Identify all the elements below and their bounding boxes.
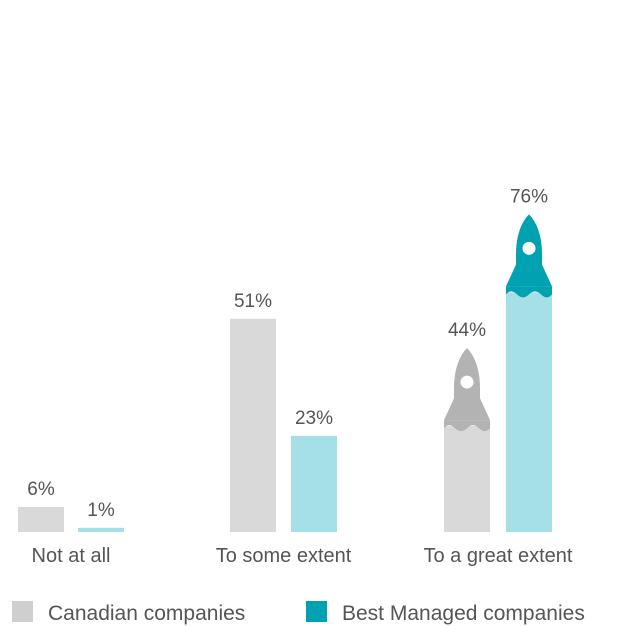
value-label: 44% — [448, 320, 486, 341]
rocket-fin-left — [444, 396, 455, 421]
value-label: 23% — [295, 408, 333, 429]
value-label: 76% — [510, 186, 548, 207]
bar-canadian-companies-to-a-great-extent — [444, 426, 490, 532]
rocket-icon — [444, 348, 490, 432]
value-label: 51% — [234, 291, 272, 312]
bar-best-managed-companies-to-a-great-extent — [506, 292, 552, 532]
value-labels-layer: 6% 1% 51% 23% 44% 76% — [27, 186, 548, 521]
bars-layer — [18, 292, 552, 532]
rocket-flame — [506, 286, 552, 298]
category-label-to-a-great-extent: To a great extent — [424, 545, 573, 567]
category-labels-layer: Not at all To some extent To a great exten… — [32, 545, 573, 567]
legend-swatch-best-managed-companies — [306, 601, 327, 622]
bar-canadian-companies-to-some-extent — [230, 318, 276, 532]
bar-canadian-companies-not-at-all — [18, 506, 64, 532]
legend-swatch-canadian-companies — [12, 601, 33, 622]
rocket-fin-left — [506, 262, 517, 287]
rocket-icon — [506, 214, 552, 298]
rocket-fin-right — [479, 396, 490, 421]
rocket-flame — [444, 420, 490, 432]
rockets-layer — [444, 214, 552, 432]
rocket-fin-right — [541, 262, 552, 287]
legend-label-best-managed-companies: Best Managed companies — [342, 602, 585, 625]
legend-label-canadian-companies: Canadian companies — [48, 602, 245, 625]
rocket-window — [522, 241, 536, 255]
bar-best-managed-companies-not-at-all — [78, 527, 124, 532]
category-label-to-some-extent: To some extent — [216, 545, 352, 567]
value-label: 1% — [87, 500, 115, 521]
category-label-not-at-all: Not at all — [32, 545, 111, 567]
bar-best-managed-companies-to-some-extent — [291, 435, 337, 532]
legend: Canadian companies Best Managed companies — [12, 601, 585, 625]
rocket-window — [460, 375, 474, 389]
value-label: 6% — [27, 479, 55, 500]
